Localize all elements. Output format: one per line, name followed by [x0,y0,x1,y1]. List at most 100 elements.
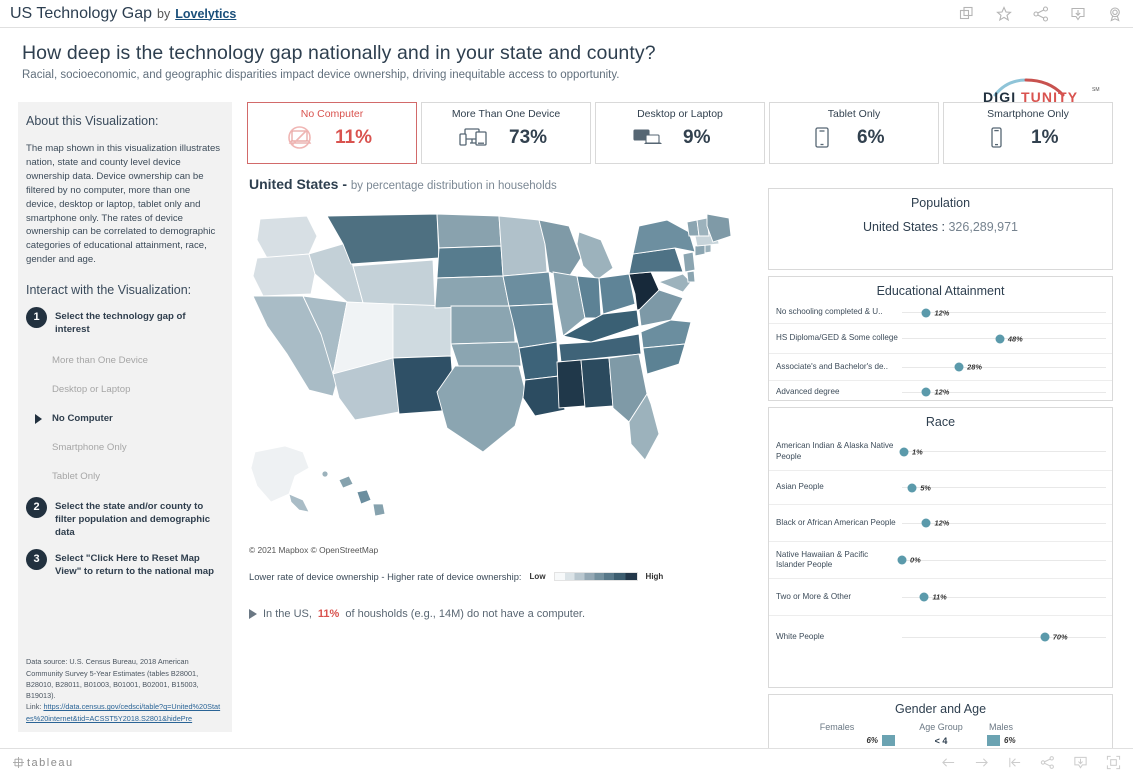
interact-heading: Interact with the Visualization: [26,283,192,298]
revert-icon[interactable] [1007,755,1022,770]
dot-track: 12% [902,308,1106,317]
state-oh [598,273,636,315]
population-value-row: United States : 326,289,971 [769,220,1112,234]
race-chart: American Indian & Alaska Native People 1… [769,433,1112,658]
back-arrow-icon[interactable] [941,755,956,770]
filter-item-no-computer[interactable]: No Computer [26,404,222,433]
kpi-value: 1% [1031,127,1059,148]
dot-label: Black or African American People [776,517,896,527]
kpi-card-more-than-one-device[interactable]: More Than One Device 73% [421,102,591,164]
workbook-title: US Technology Gap [10,4,153,22]
share-icon[interactable] [1033,5,1049,22]
dot-row[interactable]: No schooling completed & U.. 12% [769,302,1112,324]
gender-age-row[interactable]: 6% < 4 6% [769,732,1112,749]
dot-label: No schooling completed & U.. [776,307,883,317]
state-wa [256,215,318,259]
map-attribution: © 2021 Mapbox © OpenStreetMap [249,545,379,555]
download-icon[interactable] [1070,6,1086,22]
dot-value: 70% [1052,632,1068,642]
dot-track: 12% [902,518,1106,528]
favorite-star-icon[interactable] [996,5,1012,22]
state-ks [450,305,516,345]
filter-item-more-than-one-device[interactable]: More than One Device [52,355,148,367]
dot-row[interactable]: Two or More & Other 11% [769,579,1112,616]
top-toolbar-actions [959,5,1123,22]
step-2: 2 Select the state and/or county to filt… [26,497,222,539]
legend-low-label: Low [529,572,546,581]
filter-item-desktop-or-laptop[interactable]: Desktop or Laptop [52,384,131,396]
dot-track: 28% [902,362,1106,372]
kpi-content: 73% [422,125,590,151]
multi-device-icon [457,125,491,151]
kpi-label: Desktop or Laptop [637,108,723,120]
state-md [657,273,692,293]
state-sd [436,245,504,279]
state-tn [558,333,642,363]
state-il [552,271,586,337]
dot-value: 12% [934,518,950,528]
data-source-link-label: Link: [26,702,42,712]
dot-value: 12% [934,387,950,397]
dot-row[interactable]: Native Hawaiian & Pacific Islander Peopl… [769,542,1112,579]
filter-item-smartphone-only[interactable]: Smartphone Only [52,442,127,454]
kpi-card-smartphone-only[interactable]: Smartphone Only 1% [943,102,1113,164]
state-de [686,270,696,283]
column-header-age-group: Age Group [919,722,963,732]
top-toolbar: US Technology Gap by Lovelytics [0,0,1133,28]
about-heading: About this Visualization: [26,114,159,128]
filter-item-tablet-only[interactable]: Tablet Only [52,471,100,483]
legend-caption: Lower rate of device ownership - Higher … [249,571,522,582]
state-la [522,375,566,417]
dot-value: 1% [912,447,923,456]
step-label: Select the state and/or county to filter… [55,501,211,538]
choropleth-map[interactable] [247,214,762,539]
dot-label: Asian People [776,482,824,492]
state-tx [436,365,526,453]
kpi-card-desktop-or-laptop[interactable]: Desktop or Laptop 9% [595,102,765,164]
state-nd [436,214,502,249]
fullscreen-icon[interactable] [1106,755,1121,770]
state-ne [434,275,510,309]
map-footnote[interactable]: In the US, 11% of housholds (e.g., 14M) … [247,608,762,620]
author-link[interactable]: Lovelytics [175,6,237,21]
dot-track: 70% [902,632,1106,642]
step-number-badge: 3 [26,549,47,571]
share-icon[interactable] [1040,755,1055,770]
step-3: 3 Select "Click Here to Reset Map View" … [26,549,222,578]
dot-row[interactable]: Asian People 5% [769,471,1112,505]
state-co [392,303,452,359]
dashboard-header: How deep is the technology gap nationall… [0,28,1133,110]
dot-row[interactable]: Black or African American People 12% [769,505,1112,542]
state-nc [640,319,692,349]
kpi-card-row: No Computer 11% More Than One Device [247,102,1113,164]
dot-row[interactable]: White People 70% [769,616,1112,658]
legend-high-label: High [645,572,664,581]
technology-gap-filter-list: More than One Device Desktop or Laptop N… [26,346,222,491]
dot-row[interactable]: Associate's and Bachelor's de.. 28% [769,354,1112,381]
footnote-prefix: In the US, [263,608,312,620]
dot-row[interactable]: HS Diploma/GED & Some college 48% [769,324,1112,354]
kpi-content: 6% [770,125,938,151]
dot-marker [921,518,931,528]
state-sc [642,343,686,375]
male-value: 6% [1004,736,1016,745]
copy-icon[interactable] [959,6,975,22]
forward-arrow-icon[interactable] [974,755,989,770]
data-source-link[interactable]: https://data.census.gov/cedsci/table?q=U… [26,702,221,723]
map-color-legend: Lower rate of device ownership - Higher … [247,571,762,582]
dot-row[interactable]: American Indian & Alaska Native People 1… [769,433,1112,471]
population-panel: Population United States : 326,289,971 [768,188,1113,270]
dot-track: 0% [897,555,1106,565]
tableau-logo[interactable]: tableau [12,756,74,769]
kpi-card-tablet-only[interactable]: Tablet Only 6% [769,102,939,164]
dot-label: Advanced degree [776,386,840,396]
kpi-card-no-computer[interactable]: No Computer 11% [247,102,417,164]
dot-row[interactable]: Advanced degree 12% [769,381,1112,403]
dot-marker [1040,632,1050,642]
dot-value: 5% [920,483,931,492]
download-icon[interactable] [1073,755,1088,770]
kpi-content: 1% [944,125,1112,151]
state-al [580,357,614,409]
certified-badge-icon[interactable] [1107,6,1123,22]
byline-label: by [157,6,171,21]
